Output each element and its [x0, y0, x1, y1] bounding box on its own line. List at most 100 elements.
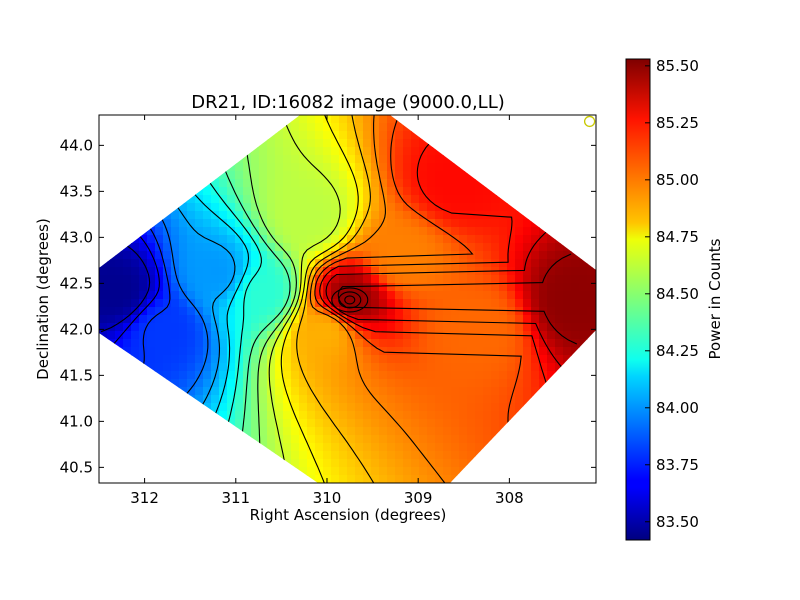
heatmap-cell — [323, 203, 332, 212]
heatmap-cell — [419, 155, 428, 164]
heatmap-cell — [259, 475, 268, 483]
heatmap-cell — [419, 387, 428, 396]
heatmap-cell — [427, 411, 436, 420]
heatmap-cell — [115, 395, 124, 404]
heatmap-cell — [219, 115, 228, 124]
heatmap-cell — [523, 123, 532, 132]
heatmap-cell — [515, 235, 524, 244]
heatmap-cell — [195, 219, 204, 228]
heatmap-cell — [475, 411, 484, 420]
heatmap-cell — [331, 235, 340, 244]
heatmap-cell — [291, 131, 300, 140]
heatmap-cell — [547, 323, 556, 332]
heatmap-cell — [547, 219, 556, 228]
heatmap-cell — [379, 363, 388, 372]
heatmap-cell — [227, 427, 236, 436]
heatmap-cell — [179, 219, 188, 228]
heatmap-cell — [99, 227, 108, 236]
heatmap-cell — [107, 291, 116, 300]
heatmap-cell — [571, 219, 580, 228]
x-tick-label: 309 — [404, 489, 433, 507]
heatmap-cell — [259, 307, 268, 316]
heatmap-cell — [451, 187, 460, 196]
heatmap-cell — [395, 459, 404, 468]
heatmap-cell — [323, 123, 332, 132]
heatmap-cell — [211, 307, 220, 316]
heatmap-cell — [531, 475, 540, 483]
heatmap-cell — [283, 411, 292, 420]
heatmap-cell — [187, 123, 196, 132]
heatmap-cell — [163, 219, 172, 228]
heatmap-cell — [451, 459, 460, 468]
heatmap-cell — [379, 307, 388, 316]
heatmap-cell — [371, 235, 380, 244]
heatmap-cell — [371, 251, 380, 260]
heatmap-cell — [291, 339, 300, 348]
heatmap-cell — [219, 299, 228, 308]
heatmap-cell — [531, 219, 540, 228]
heatmap-cell — [435, 355, 444, 364]
heatmap-cell — [491, 115, 500, 124]
heatmap-cell — [355, 411, 364, 420]
heatmap-cell — [539, 171, 548, 180]
heatmap-cell — [435, 435, 444, 444]
heatmap-cell — [115, 435, 124, 444]
heatmap-cell — [539, 195, 548, 204]
heatmap-cell — [347, 195, 356, 204]
heatmap-cell — [347, 331, 356, 340]
heatmap-cell — [115, 339, 124, 348]
heatmap-cell — [267, 139, 276, 148]
heatmap-cell — [219, 195, 228, 204]
heatmap-cell — [171, 379, 180, 388]
heatmap-cell — [587, 155, 596, 164]
y-axis-ticks: 40.541.041.542.042.543.043.544.0 — [60, 136, 596, 476]
heatmap-cell — [275, 275, 284, 284]
heatmap-cell — [459, 443, 468, 452]
heatmap-cell — [299, 267, 308, 276]
heatmap-cell — [507, 347, 516, 356]
heatmap-cell — [387, 347, 396, 356]
heatmap-cell — [99, 163, 108, 172]
heatmap-cell — [291, 251, 300, 260]
heatmap-cell — [235, 443, 244, 452]
heatmap-cell — [403, 355, 412, 364]
heatmap-cell — [139, 387, 148, 396]
heatmap-cell — [235, 435, 244, 444]
heatmap-cell — [531, 355, 540, 364]
heatmap-cell — [571, 427, 580, 436]
heatmap-cell — [163, 411, 172, 420]
heatmap-cell — [419, 435, 428, 444]
heatmap-cell — [491, 387, 500, 396]
heatmap-cell — [451, 115, 460, 124]
heatmap-cell — [251, 379, 260, 388]
heatmap-cell — [515, 203, 524, 212]
x-tick-label: 311 — [221, 489, 250, 507]
heatmap-cell — [123, 371, 132, 380]
heatmap-cell — [467, 235, 476, 244]
heatmap-cell — [555, 139, 564, 148]
heatmap-cell — [411, 203, 420, 212]
heatmap-cell — [395, 299, 404, 308]
heatmap-cell — [99, 411, 108, 420]
heatmap-cell — [115, 387, 124, 396]
heatmap-cell — [451, 275, 460, 284]
heatmap-cell — [531, 235, 540, 244]
heatmap-cell — [323, 163, 332, 172]
heatmap-cell — [539, 403, 548, 412]
heatmap-cell — [499, 251, 508, 260]
heatmap-cell — [315, 219, 324, 228]
heatmap-cell — [171, 315, 180, 324]
heatmap-cell — [243, 459, 252, 468]
heatmap-cell — [123, 379, 132, 388]
heatmap-cell — [299, 195, 308, 204]
heatmap-cell — [227, 371, 236, 380]
heatmap-cell — [131, 243, 140, 252]
heatmap-cell — [395, 427, 404, 436]
heatmap-cell — [219, 395, 228, 404]
y-tick-label: 43.0 — [60, 228, 93, 246]
heatmap-cell — [355, 307, 364, 316]
heatmap-cell — [563, 219, 572, 228]
heatmap-cell — [483, 299, 492, 308]
heatmap-cell — [579, 251, 588, 260]
heatmap-cell — [419, 187, 428, 196]
